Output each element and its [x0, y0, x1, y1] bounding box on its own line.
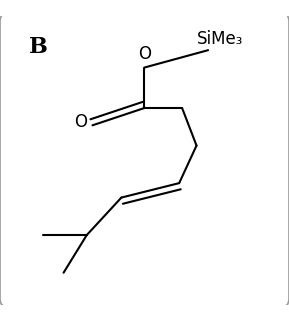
- Text: SiMe₃: SiMe₃: [197, 30, 243, 48]
- Text: O: O: [138, 45, 151, 63]
- FancyBboxPatch shape: [0, 12, 289, 308]
- Text: B: B: [29, 36, 48, 58]
- Text: O: O: [75, 113, 87, 132]
